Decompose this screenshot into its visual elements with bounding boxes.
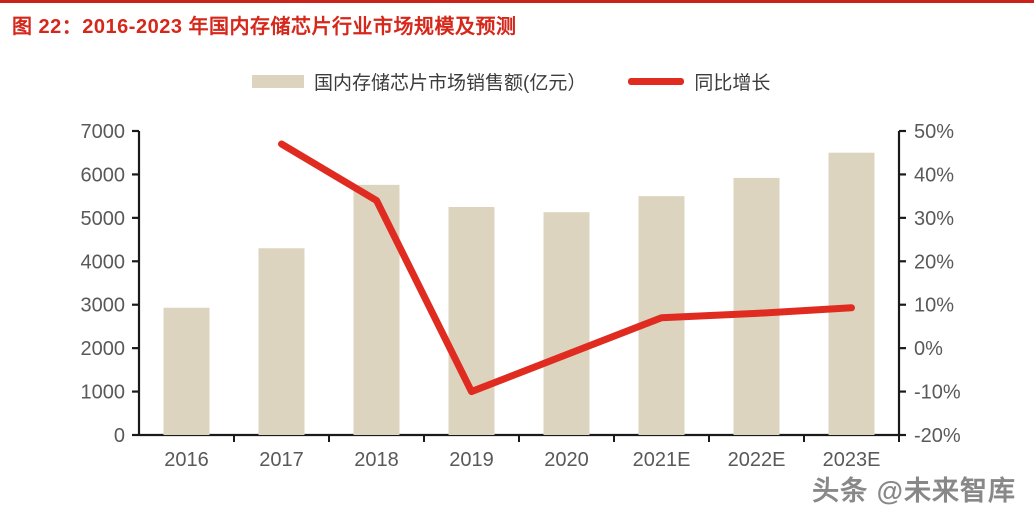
y-axis-tick-label: 1000 — [81, 382, 126, 404]
legend-label-line-series: 同比增长 — [694, 73, 771, 94]
y2-axis-tick-label: 30% — [914, 208, 954, 230]
x-axis-tick-label-2020: 2020 — [544, 449, 589, 471]
bar-2023E — [828, 152, 875, 435]
x-axis-tick-label-2016: 2016 — [164, 449, 209, 471]
chart-legend: 国内存储芯片市场销售额(亿元） 同比增长 — [252, 68, 770, 95]
title-top-rule — [0, 0, 1034, 3]
y2-axis-tick-label: 50% — [914, 121, 954, 143]
y2-axis-tick-label: -10% — [914, 382, 961, 404]
bar-2018 — [353, 184, 400, 435]
y-axis-tick-label: 4000 — [81, 251, 126, 273]
bar-2022E — [733, 177, 780, 435]
y2-axis-tick-label: 20% — [914, 251, 954, 273]
legend-line-swatch-icon — [628, 78, 685, 85]
y-axis-tick-label: 3000 — [81, 295, 126, 317]
bar-2020 — [543, 212, 590, 435]
y-axis-tick-label: 2000 — [81, 338, 126, 360]
y-axis-tick-label: 6000 — [81, 164, 126, 186]
y2-axis-tick-label: 40% — [914, 164, 954, 186]
page-title: 图 22：2016-2023 年国内存储芯片行业市场规模及预测 — [12, 16, 517, 38]
x-axis-tick-label-2021E: 2021E — [633, 449, 691, 471]
y-axis-tick-label: 5000 — [81, 208, 126, 230]
legend-item-line-series: 同比增长 — [628, 68, 770, 95]
x-axis-tick-label-2022E: 2022E — [728, 449, 786, 471]
x-axis-tick-label-2017: 2017 — [259, 449, 304, 471]
y-axis-tick-label: 0 — [114, 425, 125, 447]
x-axis-tick-label-2019: 2019 — [449, 449, 494, 471]
legend-item-bar-series: 国内存储芯片市场销售额(亿元） — [252, 68, 586, 95]
growth-line-series — [278, 140, 855, 396]
watermark: 头条 @未来智库 — [812, 476, 1016, 506]
bar-2016 — [163, 307, 210, 435]
bar-2017 — [258, 248, 305, 435]
x-axis-tick-label-2018: 2018 — [354, 449, 399, 471]
x-axis-tick-label-2023E: 2023E — [823, 449, 881, 471]
y2-axis-tick-label: 10% — [914, 295, 954, 317]
y2-axis-tick-label: 0% — [914, 338, 943, 360]
y2-axis-tick-label: -20% — [914, 425, 961, 447]
bar-2019 — [448, 207, 495, 435]
legend-label-bar-series: 国内存储芯片市场销售额(亿元） — [314, 73, 587, 94]
legend-bar-swatch-icon — [252, 75, 304, 88]
y-axis-tick-label: 7000 — [81, 121, 126, 143]
